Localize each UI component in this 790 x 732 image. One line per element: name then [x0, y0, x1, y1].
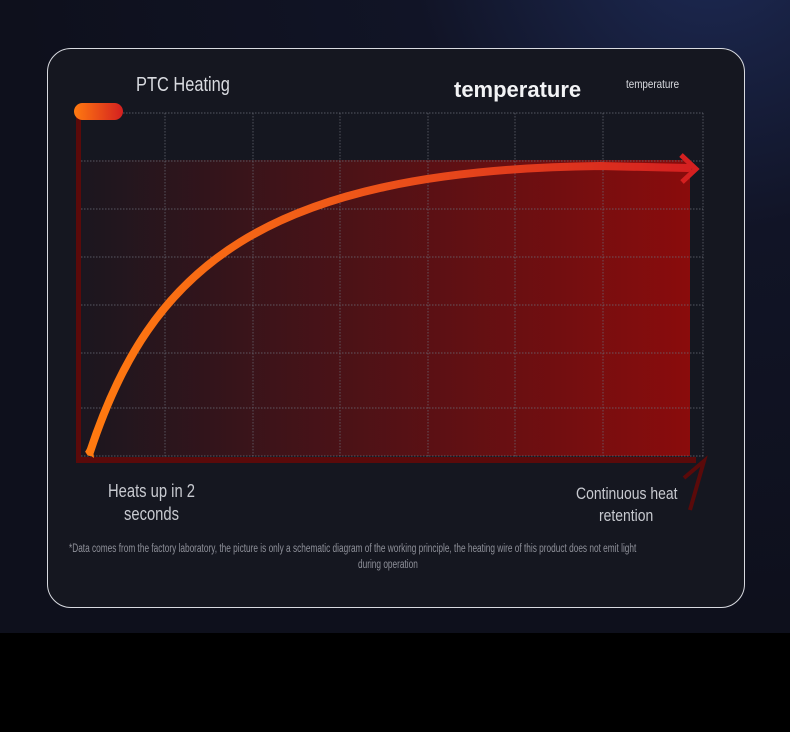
start-label-line1: Heats up in 2: [108, 481, 195, 501]
start-label-line2: seconds: [124, 504, 179, 524]
end-label-line2: retention: [599, 506, 654, 525]
footnote-line2: during operation: [358, 559, 418, 571]
temperature-curve: [86, 161, 692, 456]
temperature-marker: [74, 103, 123, 120]
end-label-line1: Continuous heat: [576, 484, 678, 503]
heat-area: [80, 160, 690, 456]
footnote-line1: *Data comes from the factory laboratory,…: [69, 543, 637, 555]
x-axis-arrow-icon: [682, 455, 708, 511]
y-axis: [76, 115, 81, 462]
temperature-small-label: temperature: [626, 77, 680, 91]
x-axis: [76, 457, 696, 463]
ptc-heating-label: PTC Heating: [136, 74, 230, 96]
curve-start-tip: [85, 440, 94, 458]
chart-title: temperature: [454, 77, 582, 102]
grid: [77, 112, 704, 457]
curve-arrow-icon: [679, 153, 700, 184]
